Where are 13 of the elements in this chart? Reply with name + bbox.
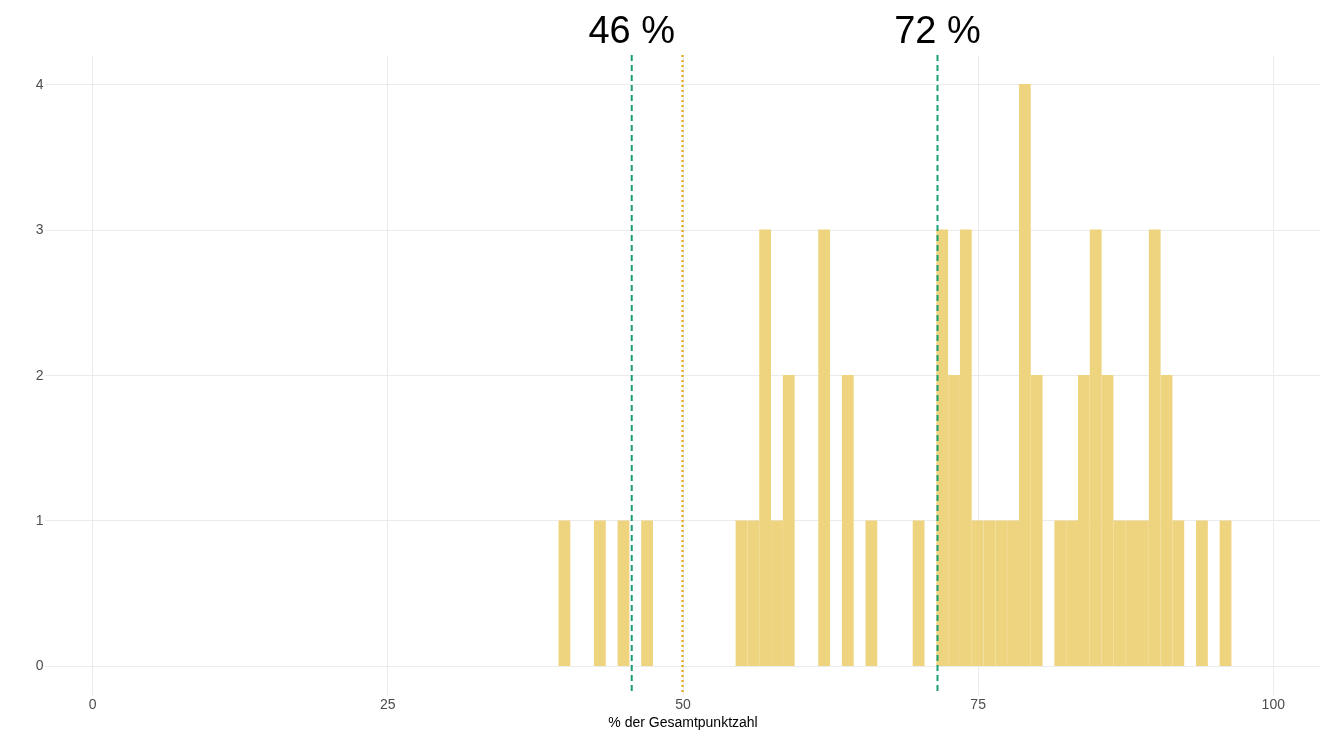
ref-line-label: 72 %: [894, 9, 981, 51]
x-tick-label: 75: [970, 695, 987, 712]
x-tick-label: 25: [380, 695, 396, 712]
y-tick-label: 2: [35, 366, 44, 383]
ref-line-label: 46 %: [588, 9, 676, 51]
x-tick-label: 100: [1261, 695, 1286, 712]
y-tick-label: 0: [35, 657, 44, 674]
x-axis-title: % der Gesamtpunktzahl: [608, 713, 758, 730]
y-tick-label: 4: [35, 75, 44, 92]
y-tick-label: 3: [35, 221, 44, 238]
x-tick-label: 0: [88, 695, 97, 712]
y-tick-label: 1: [35, 511, 44, 528]
x-tick-label: 50: [675, 695, 691, 712]
